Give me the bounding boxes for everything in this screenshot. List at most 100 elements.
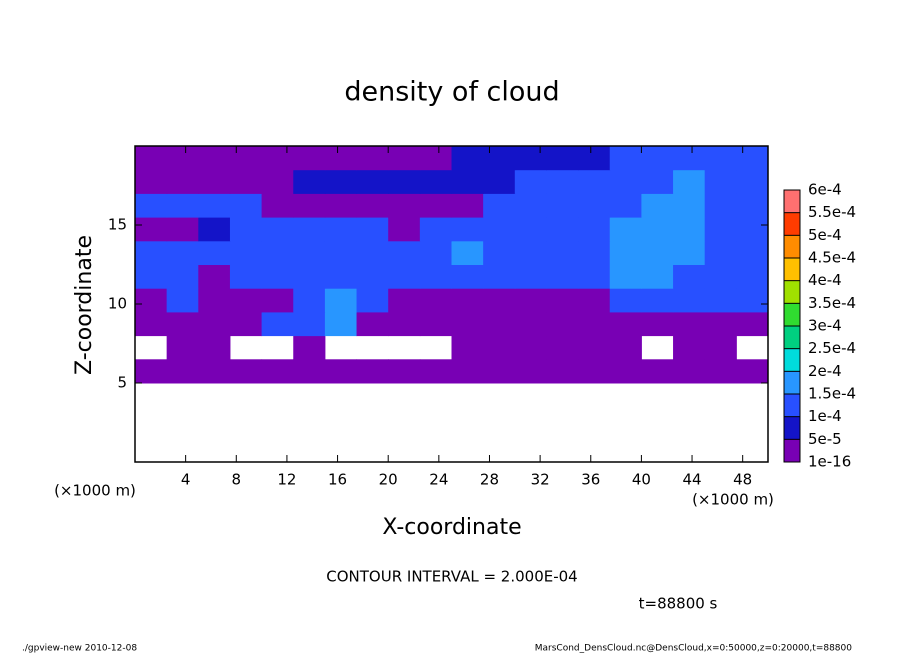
- cell: [451, 264, 484, 289]
- cell: [704, 240, 737, 265]
- colorbar-segment: [784, 190, 800, 213]
- cell: [388, 288, 421, 313]
- cell: [135, 288, 168, 313]
- cell: [578, 335, 611, 360]
- cell: [609, 193, 642, 218]
- x-unit: (×1000 m): [692, 491, 774, 509]
- cell: [483, 240, 516, 265]
- axes: 4 8 12 16 20 24 28 32 36 40 44 48510151e-165e-51e-4…: [108, 145, 856, 489]
- x-tick-label: 12: [277, 471, 296, 489]
- x-tick-label: 28: [480, 471, 499, 489]
- cell: [704, 264, 737, 289]
- cell: [229, 288, 263, 313]
- colorbar-label: 3.5e-4: [808, 294, 856, 312]
- cell: [324, 288, 358, 313]
- cell: [641, 193, 674, 218]
- cell: [483, 288, 516, 313]
- cell: [609, 264, 642, 289]
- colorbar-segment: [784, 303, 800, 326]
- cell: [135, 264, 168, 289]
- cell: [324, 169, 358, 194]
- colorbar-segment: [784, 348, 800, 372]
- footer: MarsCond_DensCloud.nc@DensCloud,x=0:5000…: [535, 644, 852, 654]
- colorbar-label: 2e-4: [808, 362, 842, 380]
- cell: [483, 264, 516, 289]
- cell: [609, 335, 642, 360]
- cell: [135, 193, 168, 218]
- cell: [578, 359, 611, 384]
- cell: [451, 217, 484, 242]
- cell: [514, 359, 547, 384]
- cell: [704, 193, 737, 218]
- cell: [483, 311, 516, 337]
- colorbar-segment: [784, 416, 800, 440]
- cell: [419, 311, 452, 337]
- cell: [609, 288, 642, 313]
- cell: [388, 146, 421, 171]
- cell: [135, 359, 168, 384]
- cell: [261, 217, 294, 242]
- cell: [514, 240, 547, 265]
- x-axis-label: X-coordinate: [382, 515, 521, 540]
- cell: [451, 311, 484, 337]
- cell: [198, 359, 231, 384]
- cell: [578, 288, 611, 313]
- cell: [166, 240, 199, 265]
- cell: [166, 288, 199, 313]
- colorbar-label: 5e-5: [808, 430, 842, 448]
- cell: [293, 264, 326, 289]
- cell: [514, 217, 547, 242]
- cell: [229, 217, 263, 242]
- cell: [578, 240, 611, 265]
- cell: [293, 311, 326, 337]
- cell: [451, 359, 484, 384]
- cell: [293, 335, 326, 360]
- cell: [261, 359, 294, 384]
- colorbar-segment: [784, 439, 800, 462]
- cell: [641, 264, 674, 289]
- cell: [293, 146, 326, 171]
- cell: [324, 146, 358, 171]
- cell: [356, 193, 389, 218]
- colorbar-label: 4e-4: [808, 271, 842, 289]
- cell: [483, 193, 516, 218]
- cell: [736, 240, 769, 265]
- y-tick-label: 15: [108, 216, 127, 234]
- colorbar-segment: [784, 280, 800, 304]
- cell: [261, 288, 294, 313]
- cell: [546, 217, 579, 242]
- colorbar-label: 4.5e-4: [808, 249, 856, 267]
- x-tick-label: 32: [531, 471, 550, 489]
- cell: [736, 359, 769, 384]
- cell: [324, 311, 358, 337]
- cell: [673, 193, 706, 218]
- cell: [546, 335, 579, 360]
- cell: [166, 335, 199, 360]
- colorbar-segment: [784, 326, 800, 349]
- cell: [166, 311, 199, 337]
- y-tick-label: 5: [117, 374, 127, 392]
- cell: [356, 169, 389, 194]
- cell: [324, 217, 358, 242]
- cell: [166, 193, 199, 218]
- colorbar-label: 3e-4: [808, 317, 842, 335]
- cell: [198, 146, 231, 171]
- cell: [451, 169, 484, 194]
- cell: [736, 169, 769, 194]
- cell: [419, 240, 452, 265]
- cell: [388, 264, 421, 289]
- cell: [198, 240, 231, 265]
- cell: [641, 217, 674, 242]
- cell: [609, 169, 642, 194]
- cell: [261, 146, 294, 171]
- cell: [673, 169, 706, 194]
- colorbar-segment: [784, 235, 800, 258]
- cell: [641, 169, 674, 194]
- cell: [198, 169, 231, 194]
- time-note: t=88800 s: [639, 595, 718, 613]
- cell: [578, 311, 611, 337]
- cell: [673, 217, 706, 242]
- cell: [198, 264, 231, 289]
- cell: [546, 264, 579, 289]
- cell: [293, 288, 326, 313]
